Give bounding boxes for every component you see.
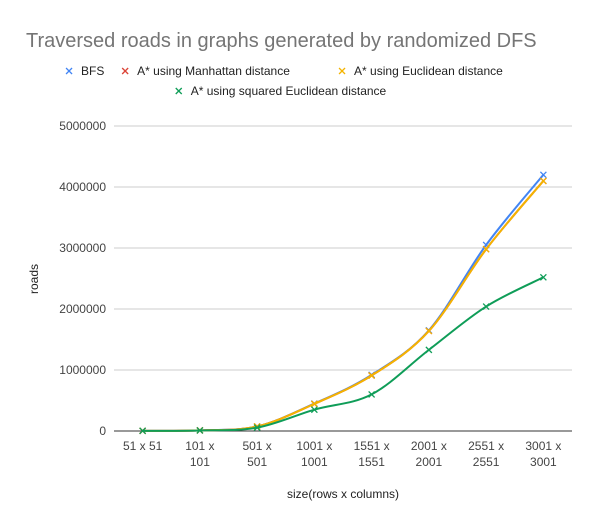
data-point [310, 400, 318, 408]
legend-label: BFS [81, 64, 104, 78]
legend-label: A* using Manhattan distance [137, 64, 290, 78]
data-point [139, 427, 147, 435]
series-line [142, 180, 545, 432]
x-tick-label: 2551 x 2551 [468, 439, 504, 469]
y-axis-label: roads [27, 264, 41, 294]
legend-label: A* using Euclidean distance [354, 64, 503, 78]
chart-title: Traversed roads in graphs generated by r… [26, 30, 537, 52]
x-tick-label: 1551 x 1551 [354, 439, 390, 469]
data-point [539, 273, 547, 281]
data-point [539, 177, 547, 185]
series-line [142, 174, 545, 432]
legend-marker [338, 67, 346, 75]
data-point [253, 424, 261, 432]
data-point [425, 327, 433, 335]
legend-label: A* using squared Euclidean distance [191, 84, 387, 98]
x-tick-label: 1001 x 1001 [296, 439, 332, 469]
gridlines [114, 125, 572, 432]
legend-marker [175, 87, 183, 95]
series-1 [139, 171, 547, 435]
y-tick-label: 1000000 [59, 363, 106, 377]
y-tick-label: 2000000 [59, 302, 106, 316]
data-point [368, 390, 376, 398]
y-tick-label: 4000000 [59, 180, 106, 194]
series-line [142, 180, 545, 432]
legend: BFS A* using Manhattan distance A* using E… [65, 64, 503, 98]
x-tick-label: 101 x 101 [185, 439, 214, 469]
x-tick-label: 501 x 501 [242, 439, 271, 469]
series-4 [139, 273, 547, 435]
x-tick-label: 2001 x 2001 [411, 439, 447, 469]
legend-item: A* using squared Euclidean distance [175, 84, 387, 98]
data-point [310, 406, 318, 414]
legend-item: A* using Manhattan distance [121, 64, 290, 78]
data-point [196, 426, 204, 434]
series-line [142, 276, 544, 432]
legend-marker [121, 67, 129, 75]
y-tick-label: 5000000 [59, 119, 106, 133]
legend-item: A* using Euclidean distance [338, 64, 503, 78]
y-tick-label: 3000000 [59, 241, 106, 255]
data-point [368, 372, 376, 379]
data-point [482, 245, 490, 253]
data-point [425, 346, 433, 354]
legend-marker [65, 67, 73, 75]
legend-item: BFS [65, 64, 104, 78]
x-tick-label: 3001 x 3001 [525, 439, 561, 469]
data-point [482, 303, 490, 311]
data-point [539, 171, 547, 179]
x-axis-label: size(rows x columns) [287, 487, 399, 501]
series-group [139, 171, 547, 435]
x-tick-label: 51 x 51 [123, 439, 163, 453]
y-tick-label: 0 [99, 424, 106, 438]
y-axis-ticks: 0 1000000 2000000 3000000 4000000 5000000 [59, 119, 106, 438]
